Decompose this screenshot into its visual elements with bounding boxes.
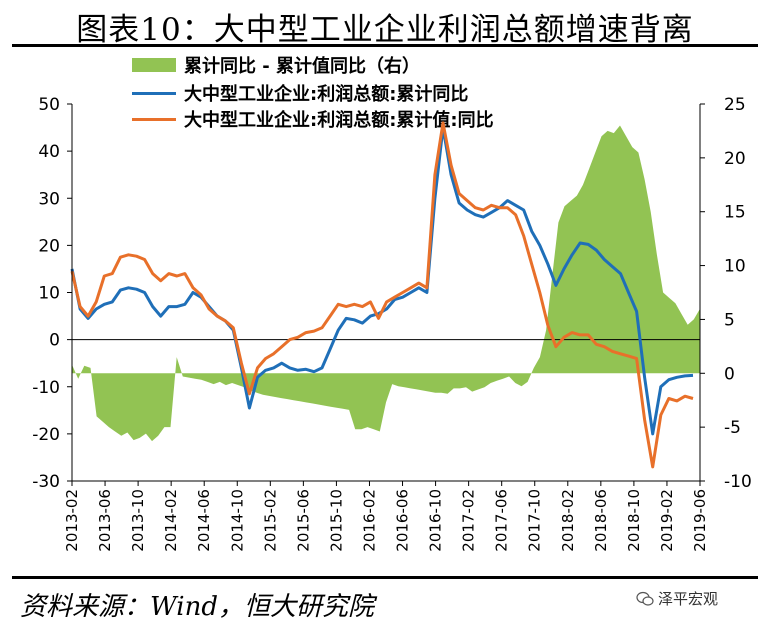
x-tick-label: 2013-02 <box>63 489 81 552</box>
x-tick-label: 2016-10 <box>427 489 445 552</box>
source-note: 资料来源：Wind，恒大研究院 <box>20 592 374 622</box>
right-tick-label: 0 <box>724 364 735 384</box>
legend-swatch-blue <box>132 91 176 95</box>
legend-swatch-orange <box>132 117 176 121</box>
right-tick-label: 25 <box>724 95 746 115</box>
legend-label-area: 累计同比 - 累计值同比（右） <box>184 56 421 77</box>
left-tick-label: 0 <box>49 331 60 351</box>
right-tick-label: 10 <box>724 257 746 277</box>
x-tick-label: 2016-06 <box>394 489 412 552</box>
legend-item-orange: 大中型工业企业:利润总额:累计值:同比 <box>132 106 494 132</box>
x-tick-label: 2014-10 <box>228 489 246 552</box>
left-tick-label: 40 <box>38 142 60 162</box>
left-tick-label: -10 <box>32 378 60 398</box>
series-area-diff <box>72 125 700 442</box>
top-rule <box>12 44 758 47</box>
left-tick-label: 30 <box>38 189 60 209</box>
page-title: 图表10：大中型工业企业利润总额增速背离 <box>76 12 694 48</box>
left-tick-label: -30 <box>32 472 60 492</box>
legend-item-area: 累计同比 - 累计值同比（右） <box>132 52 420 78</box>
legend-swatch-area <box>132 58 176 72</box>
left-tick-label: -20 <box>32 425 60 445</box>
x-tick-label: 2017-10 <box>526 489 544 552</box>
x-tick-label: 2014-02 <box>162 489 180 552</box>
x-tick-label: 2019-06 <box>691 489 709 552</box>
right-tick-label: -5 <box>724 418 741 438</box>
right-tick-label: -10 <box>724 472 752 492</box>
x-tick-label: 2015-06 <box>294 489 312 552</box>
x-tick-label: 2019-02 <box>658 489 676 552</box>
x-tick-label: 2018-10 <box>625 489 643 552</box>
x-tick-label: 2013-06 <box>96 489 114 552</box>
x-tick-label: 2014-06 <box>195 489 213 552</box>
x-tick-label: 2017-06 <box>493 489 511 552</box>
right-tick-label: 5 <box>724 310 735 330</box>
x-tick-label: 2018-06 <box>592 489 610 552</box>
left-tick-label: 20 <box>38 236 60 256</box>
x-tick-label: 2017-02 <box>460 489 478 552</box>
wechat-icon <box>636 591 654 606</box>
x-tick-label: 2015-02 <box>261 489 279 552</box>
watermark-text: 泽平宏观 <box>658 590 719 608</box>
x-tick-label: 2016-02 <box>360 489 378 552</box>
right-tick-label: 15 <box>724 203 746 223</box>
series-line-orange <box>70 121 694 469</box>
x-tick-label: 2013-10 <box>129 489 147 552</box>
watermark: 泽平宏观 <box>636 588 718 609</box>
left-tick-label: 50 <box>38 95 60 115</box>
x-tick-label: 2015-10 <box>327 489 345 552</box>
left-tick-label: 10 <box>38 284 60 304</box>
legend-label-orange: 大中型工业企业:利润总额:累计值:同比 <box>184 110 494 131</box>
x-tick-label: 2018-02 <box>559 489 577 552</box>
legend-item-blue: 大中型工业企业:利润总额:累计同比 <box>132 80 468 106</box>
bottom-rule <box>12 576 758 579</box>
legend-label-blue: 大中型工业企业:利润总额:累计同比 <box>184 84 469 105</box>
right-tick-label: 20 <box>724 149 746 169</box>
